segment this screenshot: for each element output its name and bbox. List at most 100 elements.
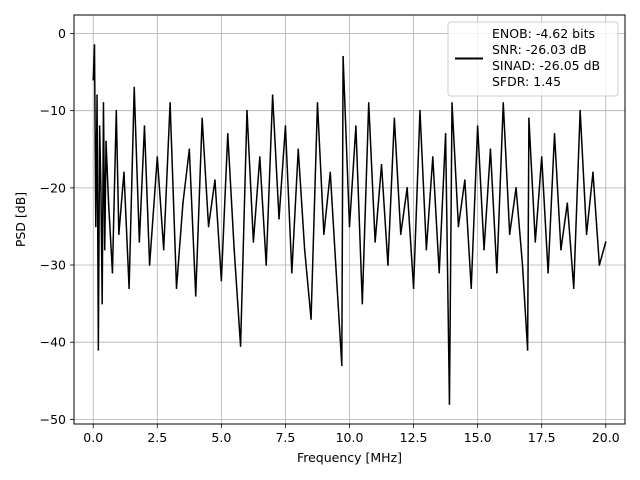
data-point [239, 345, 242, 347]
data-point [271, 94, 274, 97]
data-point [393, 117, 396, 120]
data-point [496, 271, 498, 274]
y-tick-label: −30 [40, 258, 66, 273]
data-point [169, 102, 171, 104]
data-point [329, 171, 332, 174]
data-point [380, 163, 383, 166]
series-psd [92, 44, 607, 405]
data-point [188, 148, 191, 151]
data-point [105, 140, 107, 143]
data-point [156, 156, 159, 158]
x-tick-label: 2.5 [147, 430, 167, 445]
y-tick-label: 0 [58, 26, 66, 41]
data-point [259, 156, 261, 158]
data-point [207, 225, 210, 228]
data-point [579, 109, 581, 112]
data-point [502, 102, 505, 104]
legend-line-3: SINAD: -26.05 dB [492, 58, 600, 73]
data-point [123, 171, 125, 174]
y-tick-label: −10 [40, 103, 66, 118]
legend-line-2: SNR: -26.03 dB [492, 42, 587, 57]
x-ticks: 0.0 2.5 5.0 7.5 10.0 12.5 15.0 17.5 20.0 [83, 424, 620, 445]
data-point [547, 271, 549, 274]
data-point [585, 233, 588, 235]
data-point [182, 202, 184, 205]
legend-box [447, 21, 619, 97]
data-point [162, 248, 165, 251]
data-point [335, 279, 338, 282]
y-ticks: 0 −10 −20 −30 −40 −50 [40, 26, 74, 427]
y-tick-label: −40 [40, 335, 66, 350]
data-point [489, 148, 492, 151]
data-point [111, 271, 114, 274]
x-tick-label: 5.0 [211, 430, 231, 445]
data-point [96, 94, 98, 97]
data-point [341, 364, 343, 367]
data-point [342, 55, 344, 58]
data-point [508, 233, 511, 235]
data-point [175, 287, 178, 289]
data-point [138, 241, 141, 243]
data-point [194, 295, 197, 297]
data-point [118, 233, 120, 235]
data-point [560, 248, 562, 251]
data-point [521, 264, 524, 266]
data-point [115, 109, 118, 112]
data-point [97, 349, 100, 351]
x-tick-label: 20.0 [592, 430, 620, 445]
data-point [476, 125, 479, 127]
data-point [399, 233, 402, 235]
data-point [201, 117, 203, 120]
x-tick-label: 17.5 [528, 430, 556, 445]
data-point [278, 217, 280, 220]
x-tick-label: 0.0 [83, 430, 103, 445]
data-point [444, 133, 447, 135]
data-point [425, 248, 428, 251]
x-tick-label: 15.0 [464, 430, 492, 445]
data-point [448, 403, 451, 405]
data-point [355, 125, 357, 127]
data-point [451, 102, 453, 104]
data-point [526, 349, 529, 351]
data-point [265, 264, 268, 266]
data-point [406, 187, 408, 189]
data-point [470, 287, 473, 289]
data-point [592, 171, 594, 174]
data-point [94, 225, 97, 228]
data-point [367, 102, 370, 104]
data-point [93, 44, 96, 46]
y-tick-label: −20 [40, 180, 66, 195]
data-point [128, 287, 130, 289]
data-point [572, 287, 575, 289]
data-point [361, 302, 364, 305]
data-point [92, 79, 95, 81]
data-point [297, 148, 300, 151]
data-point [534, 241, 537, 243]
data-point [566, 202, 569, 205]
data-point [316, 102, 319, 104]
data-point [226, 133, 229, 135]
data-point [374, 241, 376, 243]
data-point [233, 248, 235, 251]
data-point [604, 241, 607, 243]
data-point [387, 264, 389, 266]
data-point [540, 156, 543, 158]
data-point [457, 225, 460, 228]
data-point [133, 86, 136, 89]
data-point [419, 109, 421, 112]
data-point [246, 109, 248, 112]
y-axis-label: PSD [dB] [13, 192, 28, 247]
data-point [553, 133, 556, 135]
data-point [483, 248, 485, 251]
data-point [101, 302, 103, 305]
legend-line-4: SFDR: 1.45 [492, 74, 561, 89]
data-point [310, 318, 312, 320]
data-point [100, 187, 102, 189]
legend-line-1: ENOB: -4.62 bits [492, 26, 595, 41]
legend: ENOB: -4.62 bits SNR: -26.03 dB SINAD: -… [447, 21, 619, 97]
x-axis-label: Frequency [MHz] [297, 450, 402, 465]
data-point [291, 271, 293, 274]
x-tick-label: 7.5 [275, 430, 295, 445]
data-point [220, 279, 223, 282]
